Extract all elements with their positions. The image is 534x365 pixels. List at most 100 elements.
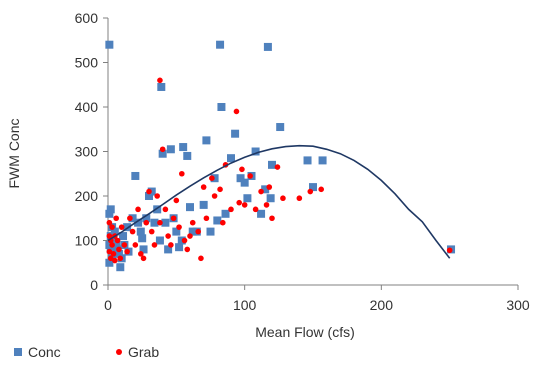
grab-point xyxy=(138,251,144,257)
conc-point xyxy=(145,192,153,200)
grab-point xyxy=(154,193,160,199)
conc-point xyxy=(158,149,167,158)
conc-point xyxy=(134,218,143,227)
grab-point xyxy=(258,188,264,195)
grab-point xyxy=(121,242,128,248)
grab-point xyxy=(140,255,147,262)
conc-point xyxy=(202,136,211,145)
grab-point xyxy=(132,242,139,248)
grab-point xyxy=(146,188,152,195)
conc-point xyxy=(186,203,194,212)
grab-point xyxy=(117,255,124,262)
conc-point xyxy=(216,40,225,49)
grab-point xyxy=(269,215,275,222)
grab-point xyxy=(124,248,130,255)
grab-point xyxy=(195,228,201,235)
grab-point xyxy=(228,206,234,213)
grab-point xyxy=(184,246,191,253)
grab-point xyxy=(127,215,133,222)
grab-point xyxy=(151,242,158,248)
grab-point xyxy=(113,215,119,222)
conc-point xyxy=(217,103,226,111)
conc-point xyxy=(179,143,188,152)
grab-point xyxy=(118,224,125,230)
grab-point xyxy=(114,237,121,244)
grab-point xyxy=(168,242,174,248)
grab-point xyxy=(106,248,113,255)
conc-point xyxy=(251,147,260,156)
conc-point xyxy=(303,156,312,165)
conc-point xyxy=(139,245,148,254)
grab-point xyxy=(318,186,325,193)
y-tick-label: 200 xyxy=(75,188,99,204)
conc-point xyxy=(263,42,272,51)
grab-point xyxy=(263,202,270,208)
grab-point xyxy=(446,247,453,254)
grab-point xyxy=(181,237,188,244)
grab-point xyxy=(187,233,193,239)
conc-point xyxy=(261,185,270,194)
grab-point xyxy=(307,188,314,195)
grab-point xyxy=(148,228,155,235)
conc-point xyxy=(123,223,132,232)
conc-point xyxy=(131,171,140,180)
y-tick-label: 500 xyxy=(75,55,99,71)
conc-point xyxy=(199,200,208,209)
grab-point xyxy=(112,257,118,264)
legend-marker-conc xyxy=(14,348,22,356)
grab-point xyxy=(280,195,286,202)
conc-point xyxy=(309,183,317,192)
x-tick-label: 200 xyxy=(370,297,394,313)
grab-point xyxy=(252,206,259,213)
conc-point xyxy=(106,205,115,214)
grab-point xyxy=(157,219,163,226)
grab-point xyxy=(176,224,182,230)
y-tick-labels: 0 100 200 300 400 500 600 xyxy=(75,10,99,293)
chart-legend: Conc Grab xyxy=(14,344,159,360)
trend-line xyxy=(107,144,451,259)
grab-point xyxy=(106,233,113,239)
grab-point xyxy=(143,219,150,226)
grab-point xyxy=(274,164,281,170)
x-tick-label: 300 xyxy=(506,297,530,313)
grab-point xyxy=(266,184,273,190)
conc-point xyxy=(257,209,266,218)
conc-point xyxy=(318,156,327,165)
conc-point xyxy=(172,227,181,236)
x-tick-labels: 0 100 200 300 xyxy=(104,297,530,313)
grab-point xyxy=(198,255,204,262)
grab-point xyxy=(241,202,248,208)
plot-marks xyxy=(105,40,456,272)
conc-point xyxy=(161,218,170,227)
conc-point xyxy=(183,151,192,160)
grab-point xyxy=(109,224,115,230)
grab-point xyxy=(106,219,113,226)
y-tick-label: 400 xyxy=(75,99,99,115)
grab-point xyxy=(239,166,245,173)
grab-point xyxy=(157,77,163,84)
grab-point xyxy=(189,219,196,226)
grab-point xyxy=(211,193,218,199)
grab-point xyxy=(247,173,253,179)
grab-point xyxy=(162,206,169,213)
conc-point xyxy=(206,227,215,236)
conc-point xyxy=(105,40,114,49)
conc-point xyxy=(266,194,275,203)
conc-point xyxy=(116,263,125,272)
grab-point xyxy=(110,251,117,257)
conc-point xyxy=(243,194,252,203)
conc-point xyxy=(105,209,114,218)
conc-point xyxy=(136,227,145,236)
grab-point xyxy=(217,186,223,193)
conc-point xyxy=(236,174,245,183)
conc-point xyxy=(153,205,162,214)
y-tick-label: 300 xyxy=(75,144,99,160)
conc-point xyxy=(155,236,164,245)
grab-point xyxy=(236,199,242,206)
grab-point xyxy=(179,170,185,177)
conc-point xyxy=(276,123,285,132)
y-tick-label: 600 xyxy=(75,10,99,26)
y-tick-label: 100 xyxy=(75,233,99,249)
conc-point xyxy=(142,214,151,223)
